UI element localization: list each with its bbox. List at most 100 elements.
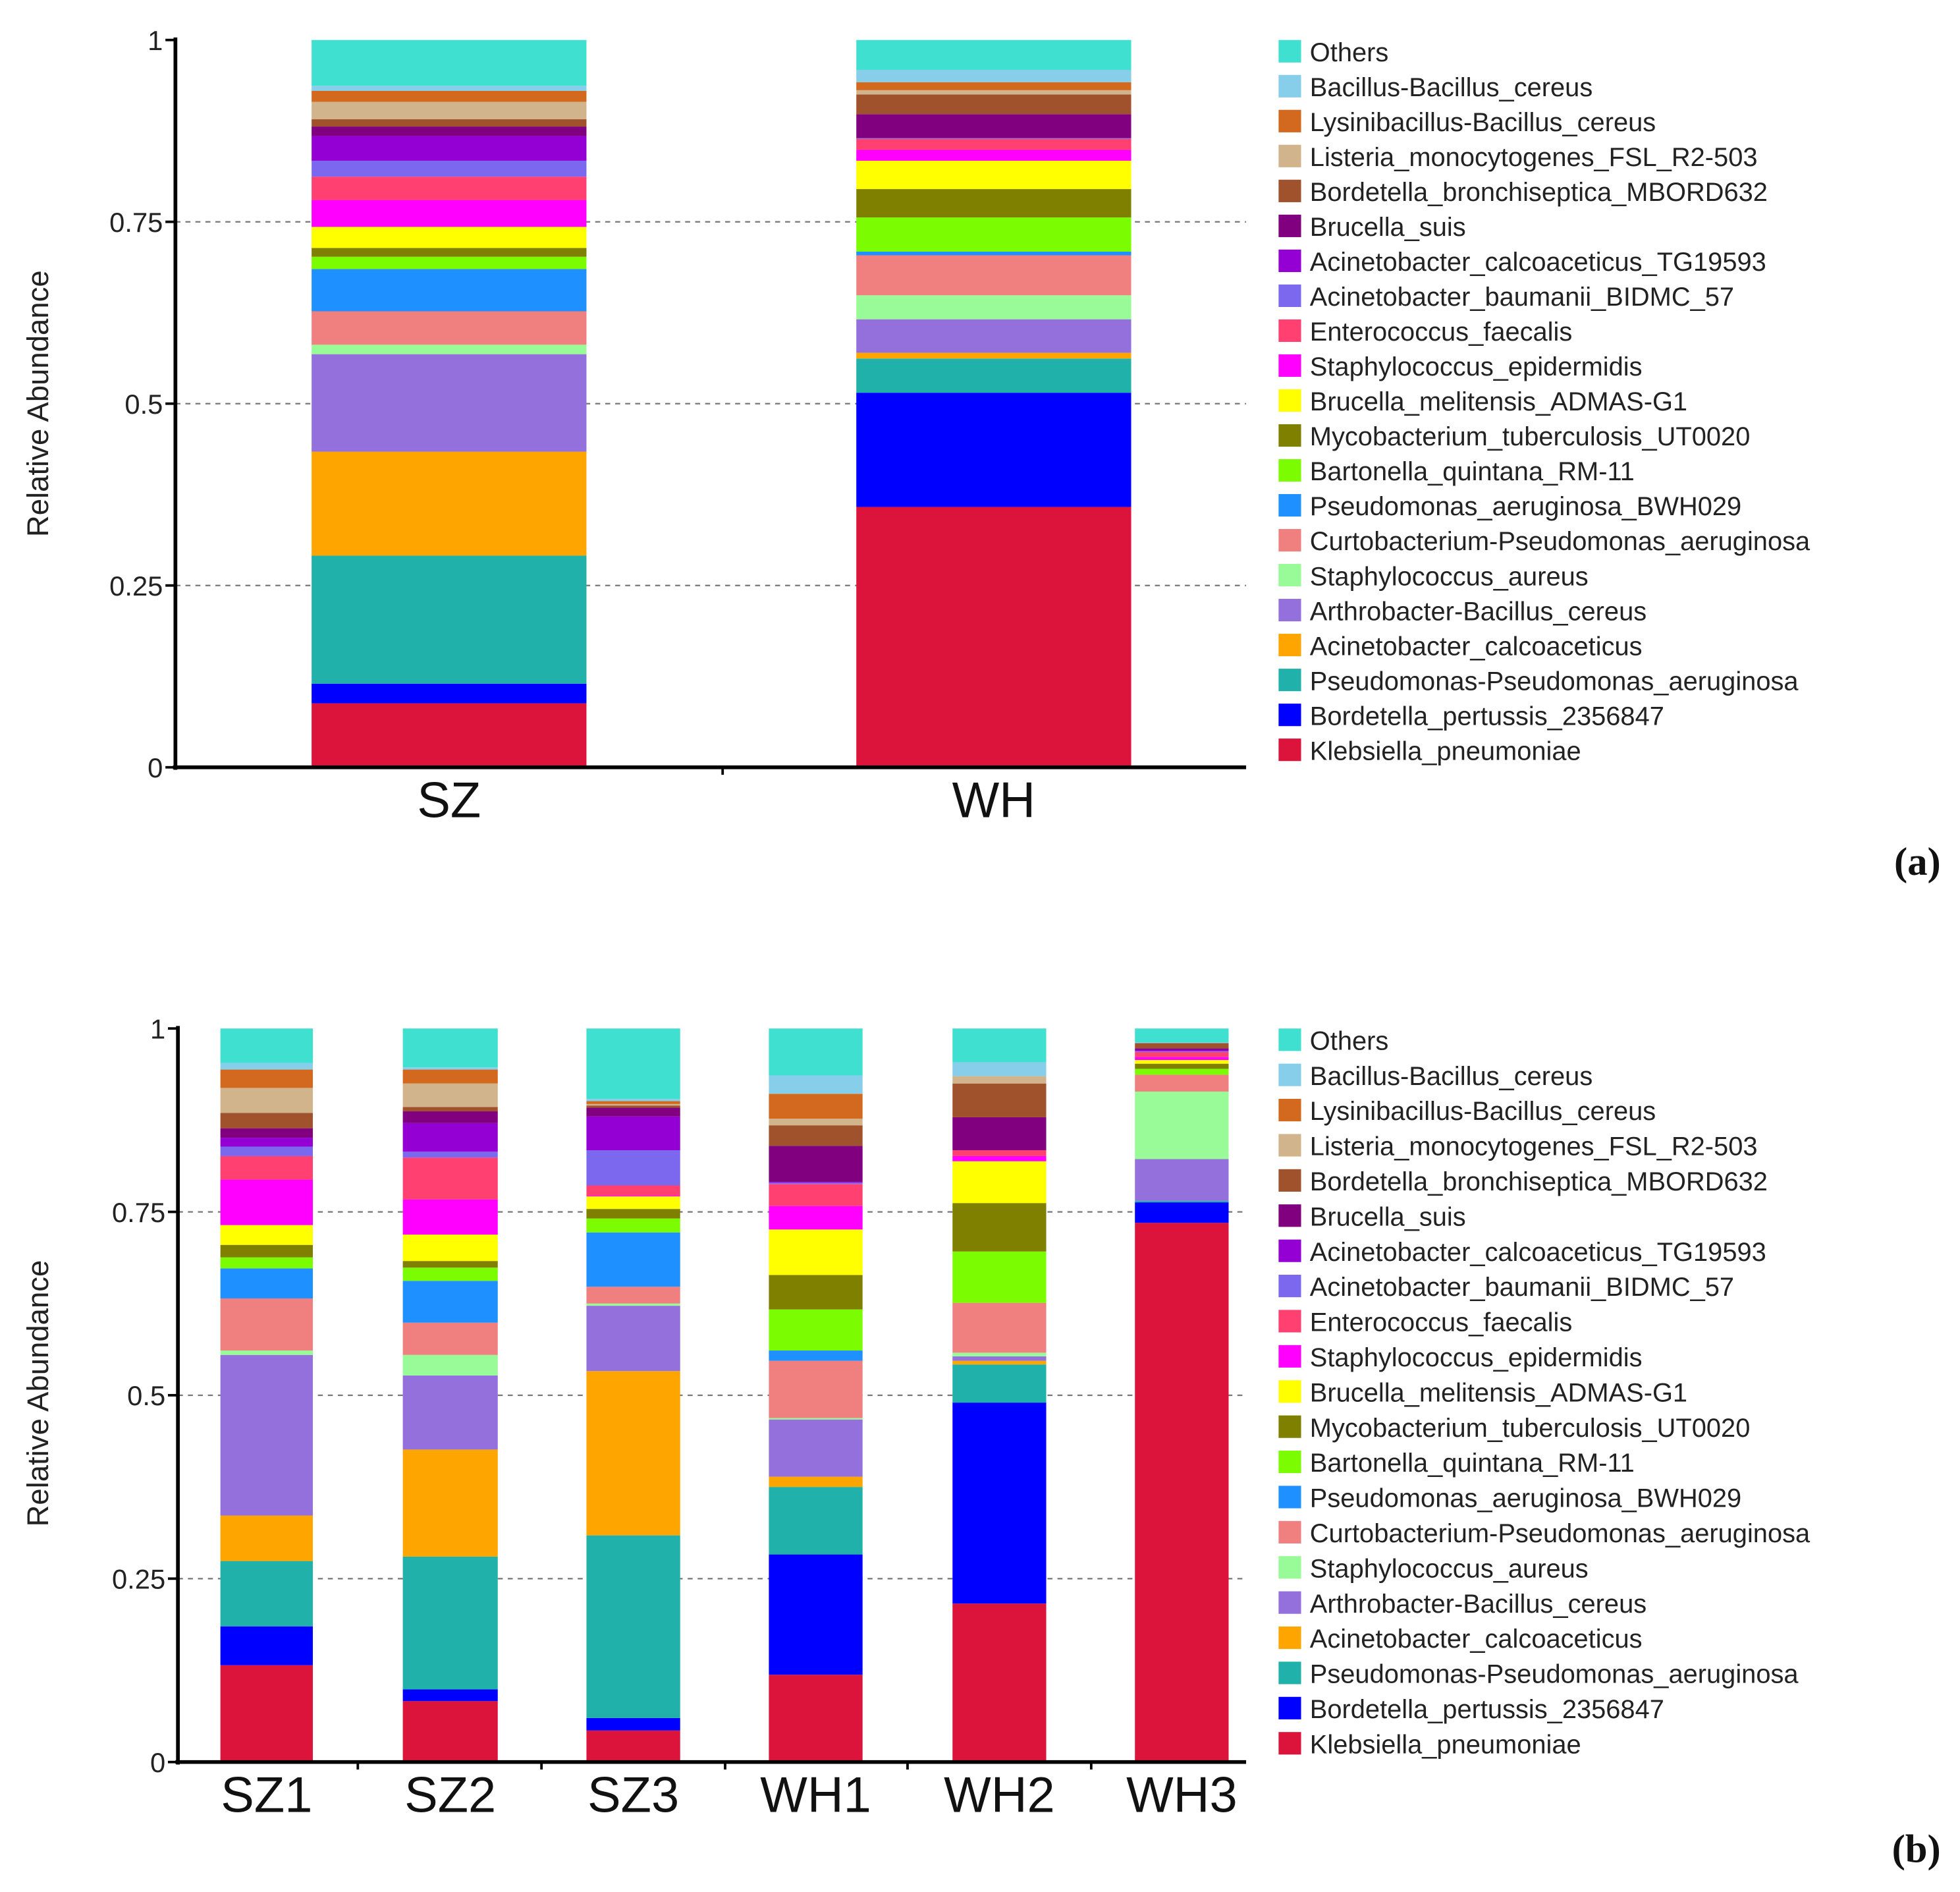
legend-swatch <box>1278 389 1301 412</box>
bar-segment-SZ2-Bordetella_bronchiseptica_MBORD632 <box>402 1107 498 1112</box>
bar-segment-SZ1-Pseudomonas_aeruginosa_BWH029 <box>220 1268 313 1298</box>
legend-label: Klebsiella_pneumoniae <box>1310 1730 1581 1759</box>
bar-segment-SZ2-Klebsiella_pneumoniae <box>402 1701 498 1762</box>
bar-segment-WH1-Staphylococcus_epidermidis <box>769 1206 863 1230</box>
legend-item: Acinetobacter_calcoaceticus_TG19593 <box>1278 248 1766 277</box>
legend-swatch <box>1278 528 1301 552</box>
bar-segment-WH2-Pseudomonas-Pseudomonas_aeruginosa <box>952 1364 1047 1403</box>
legend-label: Acinetobacter_baumanii_BIDMC_57 <box>1310 1273 1734 1302</box>
bar-segment-WH1-Others <box>769 1028 863 1076</box>
legend-label: Acinetobacter_calcoaceticus_TG19593 <box>1310 248 1766 277</box>
bar-segment-SZ2-Pseudomonas-Pseudomonas_aeruginosa <box>402 1556 498 1690</box>
legend-swatch <box>1278 1028 1301 1051</box>
bar-segment-SZ2-Lysinibacillus-Bacillus_cereus <box>402 1069 498 1084</box>
y-axis-label: Relative Abundance <box>21 1260 55 1527</box>
bar-segment-SZ-Brucella_melitensis_ADMAS-G1 <box>312 227 587 248</box>
bar-segment-WH1-Staphylococcus_aureus <box>769 1418 863 1420</box>
bar-segment-SZ-Pseudomonas_aeruginosa_BWH029 <box>312 269 587 312</box>
bar-segment-SZ3-Brucella_suis <box>586 1107 680 1117</box>
bar-segment-SZ1-Bacillus-Bacillus_cereus <box>220 1063 313 1070</box>
legend-item: Bordetella_pertussis_2356847 <box>1278 1695 1664 1724</box>
bar-segment-WH-Staphylococcus_epidermidis <box>856 150 1131 161</box>
legend-label: Acinetobacter_calcoaceticus <box>1310 1625 1643 1654</box>
legend-label: Pseudomonas-Pseudomonas_aeruginosa <box>1310 667 1799 696</box>
bar-segment-WH-Bacillus-Bacillus_cereus <box>856 69 1131 82</box>
bar-segment-SZ3-Brucella_melitensis_ADMAS-G1 <box>586 1196 680 1210</box>
legend-item: Bartonella_quintana_RM-11 <box>1278 1449 1635 1478</box>
bar-segment-SZ2-Pseudomonas_aeruginosa_BWH029 <box>402 1281 498 1323</box>
bar-segment-WH2-Bordetella_bronchiseptica_MBORD632 <box>952 1083 1047 1117</box>
bar-segment-WH3-Mycobacterium_tuberculosis_UT0020 <box>1135 1063 1229 1069</box>
legend-swatch <box>1278 74 1301 97</box>
bar-segment-WH3-Enterococcus_faecalis <box>1135 1051 1229 1057</box>
legend-item: Acinetobacter_baumanii_BIDMC_57 <box>1278 1273 1734 1302</box>
legend-item: Bacillus-Bacillus_cereus <box>1278 1062 1592 1091</box>
bar-segment-SZ3-Listeria_monocytogenes_FSL_R2-503 <box>586 1103 680 1106</box>
legend-swatch <box>1278 1134 1301 1157</box>
bar-segment-SZ-Bartonella_quintana_RM-11 <box>312 256 587 269</box>
legend-item: Pseudomonas-Pseudomonas_aeruginosa <box>1278 667 1799 696</box>
legend-item: Lysinibacillus-Bacillus_cereus <box>1278 1097 1656 1126</box>
bar-segment-WH3-Klebsiella_pneumoniae <box>1135 1223 1229 1762</box>
legend-label: Bartonella_quintana_RM-11 <box>1310 457 1635 486</box>
legend-swatch <box>1278 704 1301 727</box>
legend-swatch <box>1278 493 1301 517</box>
legend-label: Lysinibacillus-Bacillus_cereus <box>1310 108 1656 137</box>
legend-label: Curtobacterium-Pseudomonas_aeruginosa <box>1310 1519 1810 1548</box>
legend-swatch <box>1278 1591 1301 1614</box>
bar-segment-SZ3-Acinetobacter_baumanii_BIDMC_57 <box>586 1150 680 1186</box>
legend-item: Pseudomonas-Pseudomonas_aeruginosa <box>1278 1660 1799 1689</box>
legend-swatch <box>1278 634 1301 657</box>
legend-label: Acinetobacter_calcoaceticus_TG19593 <box>1310 1238 1766 1267</box>
legend-swatch <box>1278 1626 1301 1650</box>
bar-segment-SZ1-Bordetella_pertussis_2356847 <box>220 1626 313 1665</box>
legend-item: Lysinibacillus-Bacillus_cereus <box>1278 108 1656 137</box>
legend-label: Listeria_monocytogenes_FSL_R2-503 <box>1310 1132 1758 1161</box>
legend-item: Staphylococcus_epidermidis <box>1278 1343 1643 1372</box>
bar-segment-SZ-Bordetella_pertussis_2356847 <box>312 683 587 704</box>
bar-segment-WH-Curtobacterium-Pseudomonas_aeruginosa <box>856 255 1131 296</box>
bar-segment-SZ3-Pseudomonas-Pseudomonas_aeruginosa <box>586 1535 680 1718</box>
bar-segment-SZ2-Acinetobacter_calcoaceticus_TG19593 <box>402 1123 498 1152</box>
bar-segment-SZ-Pseudomonas-Pseudomonas_aeruginosa <box>312 555 587 684</box>
bar-segment-WH-Klebsiella_pneumoniae <box>856 507 1131 767</box>
bar-segment-WH3-Acinetobacter_baumanii_BIDMC_57 <box>1135 1051 1229 1052</box>
legend-swatch <box>1278 40 1301 63</box>
legend-swatch <box>1278 738 1301 762</box>
bar-segment-WH2-Bacillus-Bacillus_cereus <box>952 1062 1047 1076</box>
bar-segment-WH-Pseudomonas_aeruginosa_BWH029 <box>856 251 1131 256</box>
y-tick-label: 0.25 <box>109 570 163 601</box>
bar-segment-WH1-Bordetella_bronchiseptica_MBORD632 <box>769 1125 863 1146</box>
legend-swatch <box>1278 1310 1301 1333</box>
bar-segment-SZ2-Arthrobacter-Bacillus_cereus <box>402 1375 498 1450</box>
legend-item: Bordetella_pertussis_2356847 <box>1278 702 1664 731</box>
bar-segment-SZ2-Bacillus-Bacillus_cereus <box>402 1067 498 1070</box>
legend-item: Enterococcus_faecalis <box>1278 318 1572 347</box>
legend-swatch <box>1278 354 1301 377</box>
bar-segment-WH-Listeria_monocytogenes_FSL_R2-503 <box>856 90 1131 95</box>
bar-segment-SZ1-Pseudomonas-Pseudomonas_aeruginosa <box>220 1561 313 1627</box>
x-tick-label: WH2 <box>944 1767 1055 1823</box>
y-tick-label: 1 <box>148 25 163 56</box>
legend-swatch <box>1278 1520 1301 1544</box>
legend-item: Klebsiella_pneumoniae <box>1278 1730 1581 1759</box>
legend-label: Mycobacterium_tuberculosis_UT0020 <box>1310 1414 1751 1443</box>
legend-swatch <box>1278 1345 1301 1368</box>
bar-segment-SZ-Arthrobacter-Bacillus_cereus <box>312 354 587 452</box>
legend-item: Staphylococcus_aureus <box>1278 562 1589 591</box>
legend-label: Klebsiella_pneumoniae <box>1310 737 1581 765</box>
bar-segment-WH3-Pseudomonas-Pseudomonas_aeruginosa <box>1135 1200 1229 1203</box>
y-tick-label: 0.75 <box>112 1197 165 1228</box>
legend-swatch <box>1278 284 1301 307</box>
legend-item: Others <box>1278 38 1388 67</box>
legend-label: Mycobacterium_tuberculosis_UT0020 <box>1310 422 1751 451</box>
bar-segment-WH-Acinetobacter_calcoaceticus <box>856 352 1131 359</box>
legend-item: Arthrobacter-Bacillus_cereus <box>1278 1590 1647 1619</box>
legend-item: Bordetella_bronchiseptica_MBORD632 <box>1278 1167 1768 1196</box>
legend-swatch <box>1278 1169 1301 1192</box>
legend-label: Others <box>1310 1026 1389 1055</box>
y-tick-label: 0 <box>148 752 163 783</box>
bar-segment-SZ2-Curtobacterium-Pseudomonas_aeruginosa <box>402 1322 498 1355</box>
bar-segment-WH1-Bartonella_quintana_RM-11 <box>769 1309 863 1351</box>
